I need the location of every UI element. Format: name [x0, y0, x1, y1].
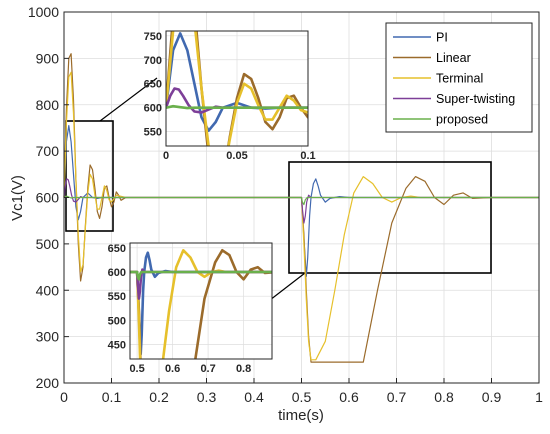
series-line-linear	[63, 53, 539, 363]
x-tick-label: 1	[535, 389, 543, 405]
zoom-connector-top	[99, 77, 158, 122]
legend-entry-label: Super-twisting	[436, 92, 515, 106]
inset-series-line-terminal	[130, 249, 272, 359]
y-tick-label: 900	[36, 50, 60, 66]
x-tick-label: 0.5	[292, 389, 312, 405]
y-tick-label: 300	[36, 329, 60, 345]
x-tick-label: 0.1	[102, 389, 122, 405]
inset-plot-area	[130, 243, 272, 359]
inset-x-tick-label: 0.8	[236, 363, 251, 375]
inset-series-line-super-twisting	[130, 268, 272, 300]
inset-series-line-linear	[130, 249, 272, 359]
inset-top: 0 0.05 0.1 550 600 650 700 750	[144, 30, 316, 162]
inset-y-tick-label: 450	[108, 340, 126, 352]
x-tick-label: 0.6	[339, 389, 359, 405]
x-tick-label: 0.2	[149, 389, 169, 405]
x-tick-label: 0.3	[197, 389, 217, 405]
legend-entry-label: PI	[436, 31, 448, 45]
inset-y-tick-label: 500	[108, 315, 126, 327]
main-series	[63, 53, 539, 363]
inset-axes-frame	[129, 242, 273, 360]
x-tick-label: 0.9	[482, 389, 502, 405]
zoom-region-boxes	[65, 77, 492, 301]
zoom-box-left	[65, 120, 114, 232]
y-tick-label: 800	[36, 97, 60, 113]
x-tick-label: 0.4	[244, 389, 264, 405]
zoom-box-right	[288, 161, 492, 274]
legend-entry-label: Linear	[436, 51, 471, 65]
legend-entry-label: proposed	[436, 113, 488, 127]
inset-x-tick-label: 0.5	[129, 363, 144, 375]
inset-series-line-pi	[130, 251, 272, 356]
inset-y-tick-label: 750	[144, 31, 162, 43]
y-tick-label: 400	[36, 282, 60, 298]
inset-x-tick-label: 0.1	[300, 150, 315, 162]
y-tick-label: 600	[36, 190, 60, 206]
inset-y-tick-label: 600	[144, 103, 162, 115]
x-axis-label: time(s)	[278, 407, 324, 424]
series-line-terminal	[63, 71, 539, 361]
zoom-connector-bottom	[269, 272, 306, 301]
inset-series	[166, 31, 308, 146]
inset-axes-frame	[165, 30, 309, 147]
y-tick-label: 200	[36, 375, 60, 391]
y-tick-label: 1000	[28, 4, 59, 20]
inset-y-tick-label: 550	[108, 291, 126, 303]
inset-x-tick-label: 0.6	[165, 363, 180, 375]
inset-x-tick-label: 0.05	[226, 150, 247, 162]
inset-series-line-proposed	[166, 104, 308, 110]
series-line-proposed	[63, 195, 539, 206]
y-tick-label: 500	[36, 236, 60, 252]
inset-y-tick-label: 650	[108, 243, 126, 255]
x-tick-label: 0	[60, 389, 68, 405]
inset-series-line-proposed	[130, 270, 272, 281]
y-axis-label: Vc1(V)	[9, 175, 26, 221]
x-tick-label: 0.7	[387, 389, 407, 405]
legend: PI Linear Terminal Super-twisting proposed	[385, 22, 533, 133]
inset-y-tick-label: 600	[108, 267, 126, 279]
x-tick-label: 0.8	[434, 389, 454, 405]
inset-series	[130, 249, 272, 359]
inset-x-tick-label: 0.7	[200, 363, 215, 375]
inset-x-tick-label: 0	[163, 150, 169, 162]
y-tick-label: 700	[36, 143, 60, 159]
main-ticks: 0 0.1 0.2 0.3 0.4 0.5 0.6 0.7 0.8 0.9 1 200 300 400 50…	[28, 4, 543, 405]
inset-bottom: 0.5 0.6 0.7 0.8 450 500 550 600 650	[108, 242, 273, 375]
inset-y-tick-label: 550	[144, 127, 162, 139]
legend-entry-label: Terminal	[436, 72, 483, 86]
inset-y-tick-label: 650	[144, 79, 162, 91]
inset-y-tick-label: 700	[144, 55, 162, 67]
